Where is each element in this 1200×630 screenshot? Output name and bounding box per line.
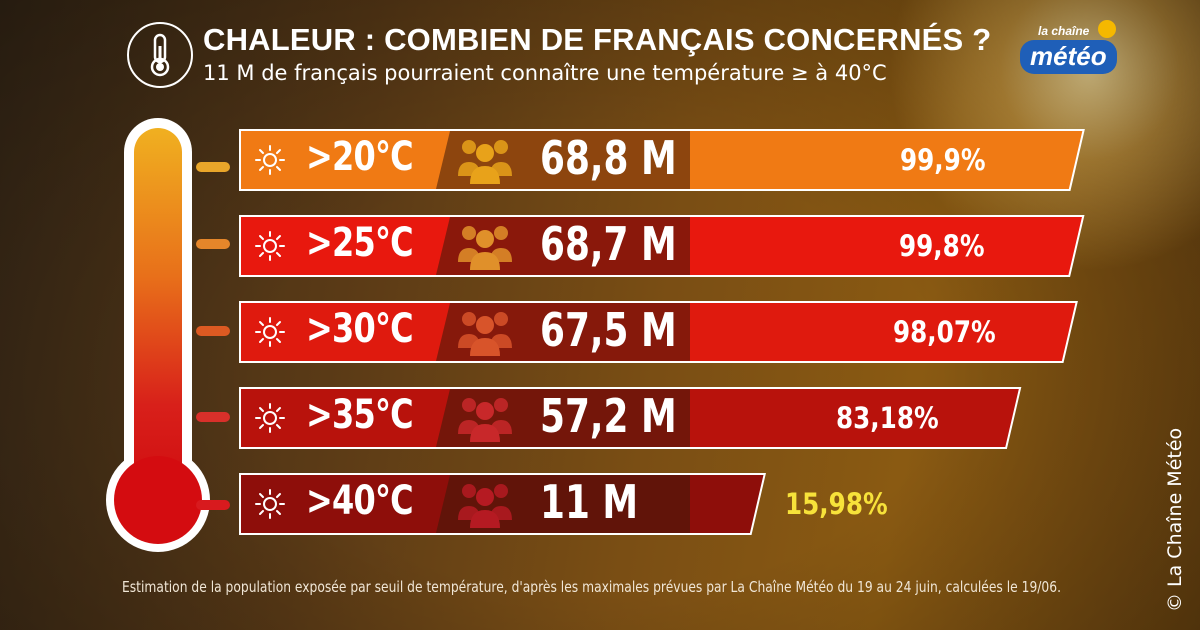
thermometer-icon xyxy=(127,22,193,88)
threshold-label: >30°C xyxy=(306,306,414,352)
tick-35 xyxy=(196,412,230,422)
thermometer-bulb xyxy=(114,456,202,544)
people-group-icon xyxy=(454,394,516,442)
people-group-icon xyxy=(454,308,516,356)
percent-label: 99,9% xyxy=(899,143,986,177)
sun-icon xyxy=(254,230,286,262)
people-group-icon xyxy=(454,136,516,184)
copyright-credit: © La Chaîne Météo xyxy=(1164,427,1186,612)
threshold-row: >40°C 11 M 15,98% xyxy=(239,473,1080,535)
population-label: 57,2 M xyxy=(540,389,677,443)
footnote: Estimation de la population exposée par … xyxy=(122,578,1062,596)
sun-icon xyxy=(254,488,286,520)
percent-label: 83,18% xyxy=(836,401,939,435)
people-group-icon xyxy=(454,480,516,528)
sun-icon xyxy=(254,402,286,434)
thermometer-graphic xyxy=(106,118,230,552)
tick-25 xyxy=(196,239,230,249)
threshold-label: >20°C xyxy=(306,134,414,180)
population-label: 67,5 M xyxy=(540,303,677,357)
population-label: 68,8 M xyxy=(540,131,677,185)
tick-30 xyxy=(196,326,230,336)
percent-label: 98,07% xyxy=(892,315,996,349)
threshold-label: >25°C xyxy=(306,220,414,266)
threshold-row: >30°C 67,5 M 98,07% xyxy=(239,301,1080,363)
logo-main-text: météo xyxy=(1020,40,1117,74)
threshold-row: >35°C 57,2 M 83,18% xyxy=(239,387,1080,449)
threshold-row: >20°C 68,8 M 99,9% xyxy=(239,129,1085,191)
threshold-label: >40°C xyxy=(306,478,414,524)
sun-icon xyxy=(254,316,286,348)
threshold-row: >25°C 68,7 M 99,8% xyxy=(239,215,1085,277)
percent-label: 15,98% xyxy=(784,487,888,521)
population-label: 68,7 M xyxy=(540,217,677,271)
brand-logo: la chaîne météo xyxy=(1012,18,1122,82)
people-group-icon xyxy=(454,222,516,270)
logo-sun-icon xyxy=(1098,20,1116,38)
logo-top-text: la chaîne xyxy=(1038,24,1090,38)
chart-subtitle: 11 M de français pourraient connaître un… xyxy=(203,61,887,85)
sun-icon xyxy=(254,144,286,176)
tick-40 xyxy=(196,500,230,510)
chart-title: CHALEUR : COMBIEN DE FRANÇAIS CONCERNÉS … xyxy=(203,22,992,57)
percent-label: 99,8% xyxy=(899,229,985,263)
tick-20 xyxy=(196,162,230,172)
threshold-label: >35°C xyxy=(306,392,414,438)
thermometer-mercury xyxy=(134,128,182,498)
population-label: 11 M xyxy=(540,475,639,529)
